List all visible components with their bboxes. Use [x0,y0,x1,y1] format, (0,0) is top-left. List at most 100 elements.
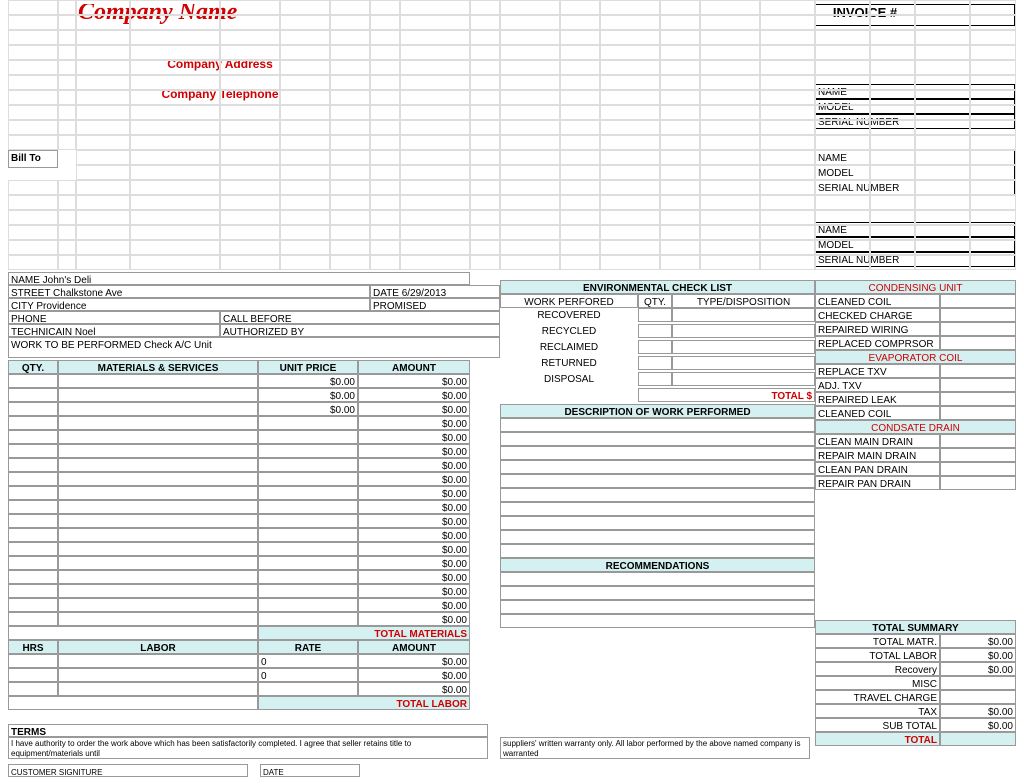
mat-qty[interactable] [8,416,58,430]
rc-val[interactable] [940,322,1016,336]
mat-unit[interactable] [258,500,358,514]
mat-desc[interactable] [58,444,258,458]
lab-hrs[interactable] [8,682,58,696]
lab-hrs[interactable] [8,668,58,682]
mat-unit[interactable] [258,556,358,570]
desc-work-row[interactable] [500,544,815,558]
env-type[interactable] [672,324,815,338]
mat-unit[interactable] [258,486,358,500]
mat-qty[interactable] [8,486,58,500]
mat-qty[interactable] [8,528,58,542]
rc-val[interactable] [940,476,1016,490]
mat-desc[interactable] [58,388,258,402]
rc-val[interactable] [940,392,1016,406]
mat-qty[interactable] [8,500,58,514]
rc-val[interactable] [940,406,1016,420]
env-qty[interactable] [638,324,672,338]
mat-qty[interactable] [8,444,58,458]
recommend-row[interactable] [500,600,815,614]
rc-val[interactable] [940,336,1016,350]
mat-qty[interactable] [8,584,58,598]
mat-qty[interactable] [8,556,58,570]
env-type[interactable] [672,372,815,386]
rc-val[interactable] [940,462,1016,476]
mat-unit[interactable]: $0.00 [258,402,358,416]
env-qty[interactable] [638,308,672,322]
mat-desc[interactable] [58,612,258,626]
summary-total-value[interactable] [940,732,1016,746]
mat-qty[interactable] [8,430,58,444]
lab-desc[interactable] [58,654,258,668]
mat-desc[interactable] [58,528,258,542]
mat-unit[interactable] [258,528,358,542]
rc-val[interactable] [940,434,1016,448]
mat-unit[interactable]: $0.00 [258,388,358,402]
desc-work-row[interactable] [500,488,815,502]
mat-unit[interactable] [258,458,358,472]
mat-desc[interactable] [58,570,258,584]
env-qty[interactable] [638,340,672,354]
env-type[interactable] [672,340,815,354]
recommend-row[interactable] [500,586,815,600]
mat-unit[interactable] [258,444,358,458]
mat-qty[interactable] [8,598,58,612]
mat-unit[interactable] [258,542,358,556]
desc-work-row[interactable] [500,432,815,446]
mat-qty[interactable] [8,514,58,528]
desc-work-row[interactable] [500,460,815,474]
mat-qty[interactable] [8,612,58,626]
mat-desc[interactable] [58,402,258,416]
mat-qty[interactable] [8,374,58,388]
mat-desc[interactable] [58,416,258,430]
lab-rate[interactable] [258,682,358,696]
mat-desc[interactable] [58,542,258,556]
desc-work-row[interactable] [500,516,815,530]
rc-val[interactable] [940,364,1016,378]
env-qty[interactable] [638,372,672,386]
rc-val[interactable] [940,448,1016,462]
mat-unit[interactable] [258,598,358,612]
mat-unit[interactable] [258,584,358,598]
desc-work-row[interactable] [500,474,815,488]
lab-rate[interactable]: 0 [258,654,358,668]
rc-val[interactable] [940,294,1016,308]
recommend-row[interactable] [500,572,815,586]
desc-work-row[interactable] [500,446,815,460]
rc-val[interactable] [940,378,1016,392]
mat-desc[interactable] [58,458,258,472]
rc-val[interactable] [940,308,1016,322]
mat-desc[interactable] [58,500,258,514]
mat-desc[interactable] [58,584,258,598]
env-type[interactable] [672,356,815,370]
mat-qty[interactable] [8,570,58,584]
recommend-row[interactable] [500,614,815,628]
mat-qty[interactable] [8,388,58,402]
mat-desc[interactable] [58,472,258,486]
desc-work-row[interactable] [500,502,815,516]
mat-qty[interactable] [8,542,58,556]
desc-work-row[interactable] [500,418,815,432]
mat-desc[interactable] [58,556,258,570]
desc-work-row[interactable] [500,530,815,544]
mat-unit[interactable] [258,612,358,626]
mat-unit[interactable] [258,472,358,486]
mat-desc[interactable] [58,486,258,500]
env-qty[interactable] [638,356,672,370]
lab-desc[interactable] [58,682,258,696]
mat-unit[interactable] [258,570,358,584]
mat-qty[interactable] [8,472,58,486]
mat-desc[interactable] [58,374,258,388]
lab-rate[interactable]: 0 [258,668,358,682]
mat-desc[interactable] [58,430,258,444]
mat-qty[interactable] [8,402,58,416]
mat-desc[interactable] [58,598,258,612]
mat-unit[interactable] [258,430,358,444]
env-type[interactable] [672,308,815,322]
mat-unit[interactable]: $0.00 [258,374,358,388]
mat-unit[interactable] [258,416,358,430]
mat-unit[interactable] [258,514,358,528]
mat-qty[interactable] [8,458,58,472]
lab-hrs[interactable] [8,654,58,668]
mat-desc[interactable] [58,514,258,528]
lab-desc[interactable] [58,668,258,682]
